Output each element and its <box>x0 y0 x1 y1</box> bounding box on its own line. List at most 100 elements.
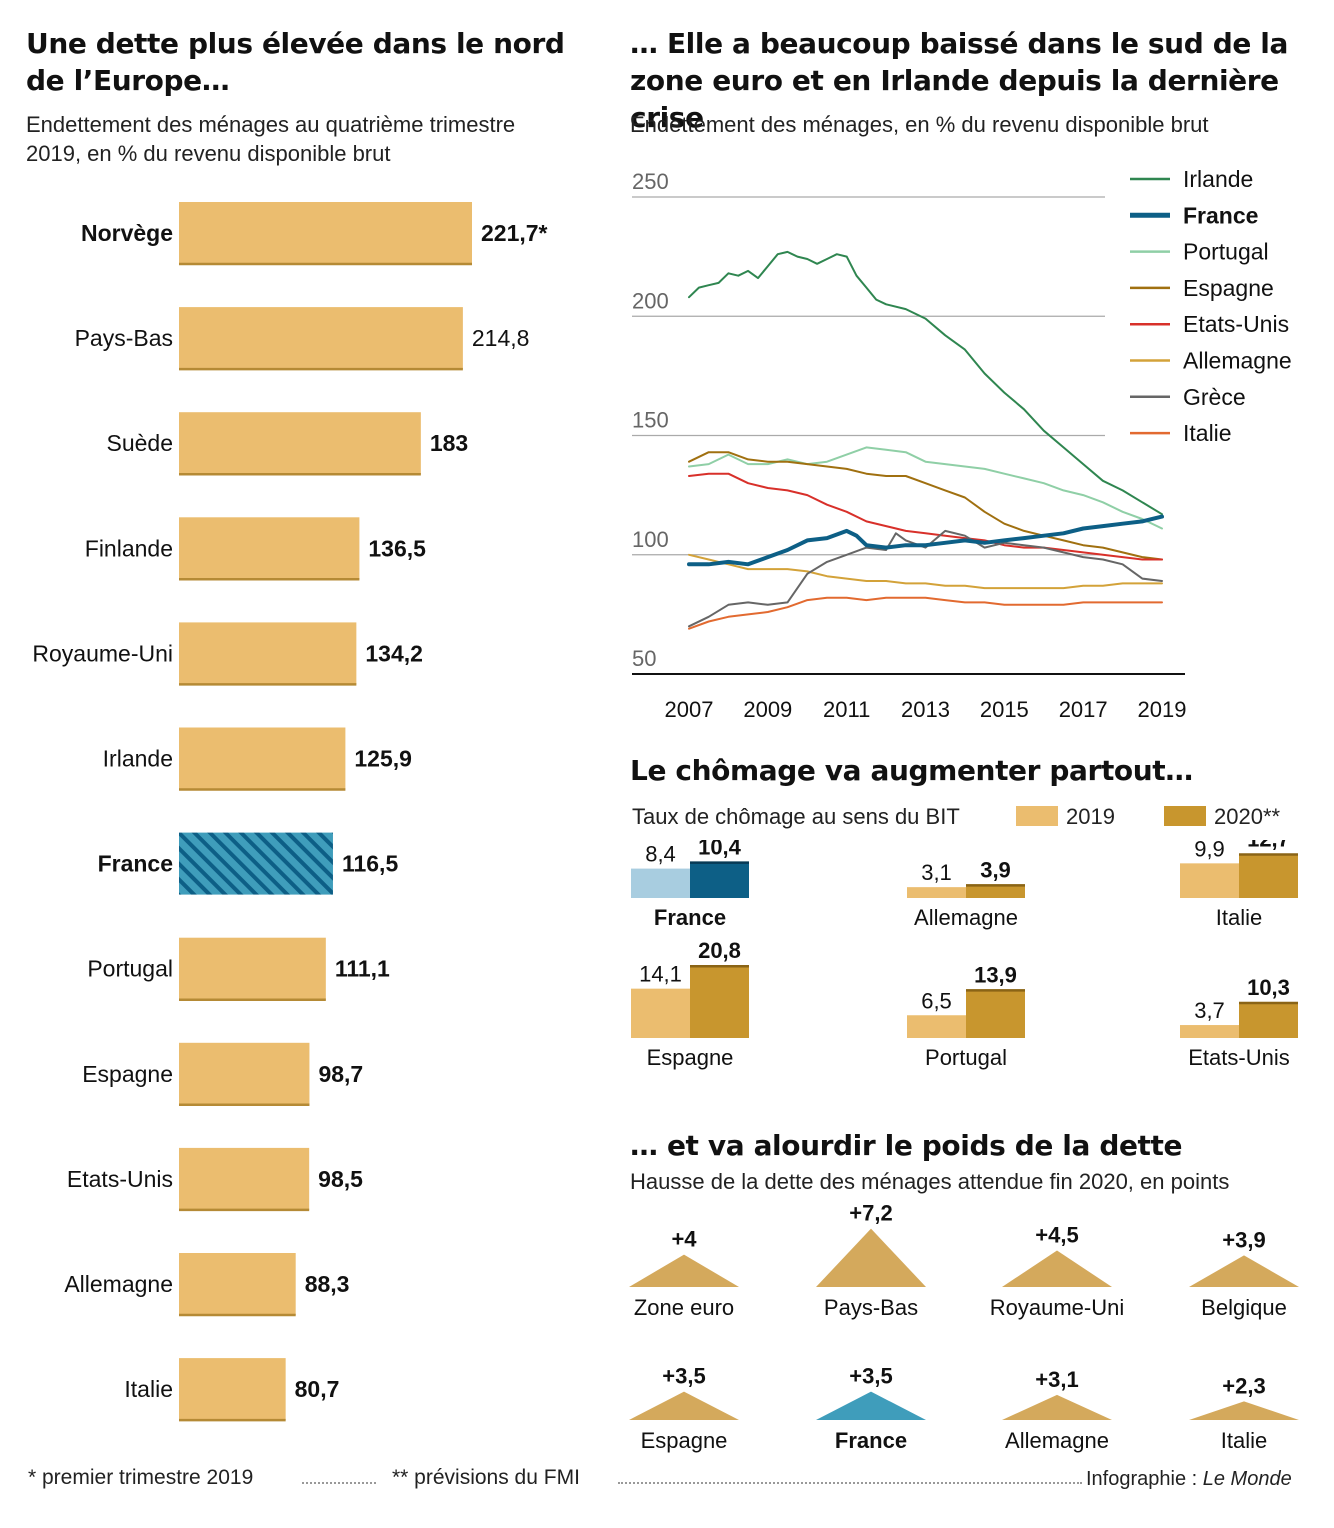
triangle-value-france: +3,5 <box>849 1364 892 1389</box>
bar-2019-allemagne <box>907 887 966 898</box>
value-2020-france: 10,4 <box>698 840 742 860</box>
legend-2020-swatch <box>1164 806 1206 826</box>
bar-2020-espagne <box>690 965 749 1038</box>
country-label-italie: Italie <box>1216 905 1262 930</box>
bar-allemagne <box>179 1253 296 1315</box>
triangle-france <box>816 1391 926 1420</box>
series-line-etats-unis <box>688 472 1163 561</box>
bar-value-espagne: 98,7 <box>318 1061 363 1087</box>
series-line-france <box>687 514 1164 567</box>
legend-2020-label: 2020** <box>1214 804 1281 829</box>
triangle-allemagne <box>1002 1394 1112 1420</box>
bar-value-suede: 183 <box>430 430 468 456</box>
value-2020-espagne: 20,8 <box>698 938 741 963</box>
legend-label-allemagne: Allemagne <box>1183 348 1292 374</box>
triangle-label-espagne: Espagne <box>641 1428 728 1453</box>
triangle-royaume-uni <box>1002 1250 1112 1287</box>
bar-value-france: 116,5 <box>342 851 398 877</box>
bar-2020-portugal <box>966 989 1025 1038</box>
bar-value-royaume-uni: 134,2 <box>365 640 423 666</box>
bar-value-norvege: 221,7* <box>481 220 548 246</box>
bar-2019-france <box>631 868 690 898</box>
footnote-first-quarter: * premier trimestre 2019 <box>28 1466 254 1489</box>
bar-label-finlande: Finlande <box>85 535 173 561</box>
debt-increase-chart: +4 Zone euro +7,2 Pays-Bas +4,5 Royaume-Uni +3… <box>629 1201 1299 1453</box>
bar-2020-allemagne <box>966 884 1025 898</box>
bar-label-portugal: Portugal <box>87 956 173 982</box>
unemployment-chart: 8,4 10,4 France 3,1 3,9 Allemagne 9,9 12,7 Itali… <box>631 840 1298 1070</box>
bar-2020-etats-unis <box>1239 1001 1298 1038</box>
y-tick-200: 200 <box>632 288 669 313</box>
debt-bar-chart: Norvège 221,7* Pays-Bas 214,8 Suède 183 Finlan… <box>32 202 548 1422</box>
footnote-dots-1 <box>302 1482 376 1484</box>
country-label-france: France <box>654 905 726 930</box>
bar-etats-unis <box>179 1147 310 1210</box>
value-2019-allemagne: 3,1 <box>921 860 952 885</box>
bar-label-royaume-uni: Royaume-Uni <box>32 640 173 666</box>
y-tick-150: 150 <box>632 408 669 433</box>
bar-italie <box>179 1358 286 1421</box>
debt-line-chart: 50 100 150 200 250 2007 2009 2011 2013 2015 2017 20… <box>632 166 1292 720</box>
triangle-label-zone-euro: Zone euro <box>634 1295 734 1320</box>
y-tick-50: 50 <box>632 646 656 671</box>
bar-2019-etats-unis <box>1180 1025 1239 1038</box>
legend-2019-swatch <box>1016 806 1058 826</box>
x-tick-2017: 2017 <box>1059 697 1108 720</box>
legend-label-italie: Italie <box>1183 420 1232 446</box>
bar-label-etats-unis: Etats-Unis <box>67 1166 173 1192</box>
country-label-espagne: Espagne <box>647 1045 734 1070</box>
triangle-italie <box>1189 1401 1299 1420</box>
bar-2020-italie <box>1239 853 1298 898</box>
unemployment-subtitle: Taux de chômage au sens du BIT <box>632 804 960 829</box>
triangle-label-belgique: Belgique <box>1201 1295 1287 1320</box>
bar-label-pays-bas: Pays-Bas <box>75 325 173 351</box>
triangle-value-belgique: +3,9 <box>1222 1227 1265 1252</box>
legend-2019-label: 2019 <box>1066 804 1115 829</box>
bar-2019-portugal <box>907 1015 966 1038</box>
bar-chart-title: Une dette plus élevée dans le nord de l’… <box>26 27 565 97</box>
triangle-value-allemagne: +3,1 <box>1035 1367 1078 1392</box>
bar-value-portugal: 111,1 <box>335 956 390 982</box>
triangle-label-france: France <box>835 1428 907 1453</box>
series-line-allemagne <box>688 553 1163 590</box>
bar-label-norvege: Norvège <box>81 220 173 246</box>
bar-value-irlande: 125,9 <box>354 746 412 772</box>
series-line-italie <box>688 596 1163 630</box>
x-tick-2013: 2013 <box>901 697 950 720</box>
debt-increase-title: … et va alourdir le poids de la dette <box>630 1129 1183 1162</box>
triangle-value-zone-euro: +4 <box>671 1227 697 1252</box>
debt-increase-subtitle: Hausse de la dette des ménages attendue … <box>630 1169 1230 1194</box>
bar-2019-espagne <box>631 988 690 1038</box>
footnote-dots-2 <box>618 1482 1082 1484</box>
legend-label-espagne: Espagne <box>1183 275 1274 301</box>
triangle-label-royaume-uni: Royaume-Uni <box>990 1295 1125 1320</box>
footnote-imf: ** prévisions du FMI <box>392 1466 580 1489</box>
triangle-value-royaume-uni: +4,5 <box>1035 1223 1078 1248</box>
value-2020-italie: 12,7 <box>1247 840 1290 852</box>
bar-2020-france <box>690 861 749 898</box>
value-2019-italie: 9,9 <box>1194 840 1225 861</box>
legend-label-etats-unis: Etats-Unis <box>1183 311 1289 337</box>
y-tick-100: 100 <box>632 527 669 552</box>
bar-portugal <box>179 937 326 1000</box>
triangle-value-espagne: +3,5 <box>662 1364 705 1389</box>
bar-label-france: France <box>98 851 173 877</box>
bar-value-italie: 80,7 <box>295 1376 340 1402</box>
x-tick-2009: 2009 <box>743 697 792 720</box>
bar-espagne <box>179 1042 310 1105</box>
x-tick-2007: 2007 <box>665 697 714 720</box>
triangle-pays-bas <box>816 1228 926 1287</box>
x-tick-2015: 2015 <box>980 697 1029 720</box>
bar-label-irlande: Irlande <box>103 746 173 772</box>
triangle-label-allemagne: Allemagne <box>1005 1428 1109 1453</box>
value-2019-portugal: 6,5 <box>921 988 952 1013</box>
series-line-portugal <box>688 446 1163 530</box>
bar-irlande <box>179 727 346 790</box>
bar-pays-bas <box>179 307 463 370</box>
country-label-etats-unis: Etats-Unis <box>1188 1045 1289 1070</box>
credit-source: Le Monde <box>1202 1468 1292 1490</box>
bar-2019-italie <box>1180 863 1239 898</box>
bar-label-suede: Suède <box>106 430 173 456</box>
bar-label-allemagne: Allemagne <box>64 1271 173 1297</box>
triangle-zone-euro <box>629 1254 739 1287</box>
